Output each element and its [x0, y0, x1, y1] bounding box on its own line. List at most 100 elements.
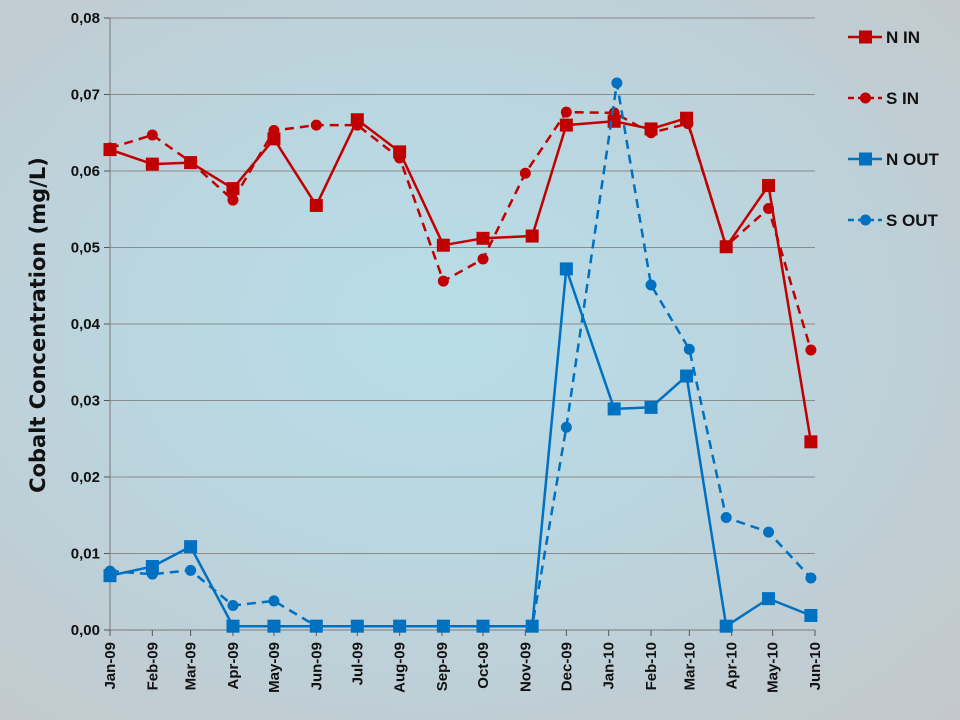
- legend-entry: N OUT: [848, 150, 940, 169]
- data-point: [310, 119, 322, 131]
- data-point: [394, 620, 406, 632]
- data-point: [804, 608, 818, 622]
- legend-label: N OUT: [886, 150, 940, 169]
- data-point: [526, 620, 538, 632]
- data-point: [268, 595, 280, 607]
- data-point: [226, 619, 240, 633]
- data-point: [645, 279, 657, 291]
- data-point: [611, 77, 623, 89]
- data-point: [146, 568, 158, 580]
- x-tick-label: May-09: [266, 642, 283, 693]
- data-point: [267, 132, 281, 146]
- series-s-in: [104, 106, 817, 356]
- legend-marker: [860, 214, 871, 226]
- data-point: [185, 156, 197, 168]
- data-point: [525, 229, 539, 243]
- legend-label: S OUT: [886, 211, 939, 230]
- data-point: [680, 369, 694, 383]
- x-tick-label: Jul-09: [349, 642, 366, 685]
- x-tick-label: Jun-10: [807, 642, 824, 690]
- data-point: [720, 240, 732, 252]
- data-point: [519, 167, 531, 179]
- data-point: [227, 194, 239, 206]
- data-point: [683, 343, 695, 355]
- data-point: [436, 238, 450, 252]
- data-point: [477, 620, 489, 632]
- legend-label: N IN: [886, 28, 920, 47]
- x-tick-label: Sep-09: [434, 642, 451, 691]
- data-point: [608, 107, 620, 119]
- x-tick-label: Jan-10: [601, 642, 618, 690]
- data-point: [763, 526, 775, 538]
- data-point: [682, 118, 694, 130]
- data-point: [476, 231, 490, 245]
- y-tick-label: 0,04: [71, 316, 101, 333]
- legend-marker: [860, 92, 871, 104]
- legend-marker: [859, 30, 872, 44]
- data-point: [762, 179, 776, 193]
- x-tick-label: Apr-09: [225, 642, 242, 690]
- y-tick-label: 0,06: [71, 163, 100, 180]
- series-line: [109, 267, 812, 628]
- data-point: [645, 127, 657, 139]
- series-line: [109, 110, 813, 351]
- data-point: [267, 619, 281, 633]
- x-tick-label: Dec-09: [558, 642, 575, 691]
- gridlines: [110, 17, 815, 554]
- data-point: [719, 619, 733, 633]
- data-point: [763, 202, 775, 214]
- legend-entry: N IN: [848, 28, 920, 47]
- data-point: [351, 119, 363, 131]
- x-tick-label: Apr-10: [724, 642, 741, 690]
- x-tick-label: Oct-09: [475, 642, 492, 689]
- data-point: [104, 142, 116, 154]
- y-axis-title: Cobalt Concentration (mg/L): [26, 157, 50, 493]
- legend-label: S IN: [886, 89, 919, 108]
- data-point: [644, 400, 658, 414]
- data-point: [310, 620, 322, 632]
- data-point: [762, 592, 776, 606]
- plot-area: [103, 77, 818, 633]
- x-tick-label: Mar-10: [681, 642, 698, 690]
- data-point: [227, 600, 239, 612]
- y-tick-label: 0,02: [71, 469, 100, 486]
- data-point: [394, 152, 406, 164]
- data-point: [146, 129, 158, 141]
- x-tick-label: Aug-09: [392, 642, 409, 693]
- data-point: [437, 620, 449, 632]
- series-s-out: [104, 77, 817, 632]
- data-point: [805, 572, 817, 584]
- series-n-in: [103, 111, 818, 449]
- data-point: [560, 106, 572, 118]
- y-tick-label: 0,03: [71, 393, 100, 410]
- x-tick-label: Jun-09: [308, 642, 325, 690]
- data-point: [184, 540, 198, 554]
- data-point: [185, 564, 197, 576]
- x-tick-label: May-10: [765, 642, 782, 693]
- data-point: [477, 253, 489, 265]
- data-point: [145, 157, 159, 171]
- x-tick-label: Jan-09: [102, 642, 119, 690]
- y-tick-label: 0,05: [71, 240, 100, 257]
- y-tick-label: 0,08: [71, 10, 100, 27]
- data-point: [104, 565, 116, 577]
- axes: 0,00 0,01 0,02 0,03 0,04 0,05 0,06 0,07 0,08 Jan-…: [71, 10, 824, 693]
- x-tick-label: Mar-09: [183, 642, 200, 690]
- data-point: [268, 124, 280, 136]
- data-point: [226, 182, 240, 196]
- data-point: [559, 118, 573, 132]
- data-point: [720, 512, 732, 524]
- data-point: [607, 402, 621, 416]
- legend-entry: S IN: [848, 89, 919, 108]
- data-point: [351, 620, 363, 632]
- data-point: [437, 275, 449, 287]
- y-tick-label: 0,01: [71, 546, 100, 563]
- x-tick-label: Feb-10: [643, 642, 660, 690]
- data-point: [559, 262, 573, 276]
- legend-marker: [859, 152, 872, 166]
- y-tick-label: 0,07: [71, 87, 100, 104]
- x-tick-label: Nov-09: [517, 642, 534, 692]
- data-point: [309, 198, 323, 212]
- x-tick-label: Feb-09: [144, 642, 161, 690]
